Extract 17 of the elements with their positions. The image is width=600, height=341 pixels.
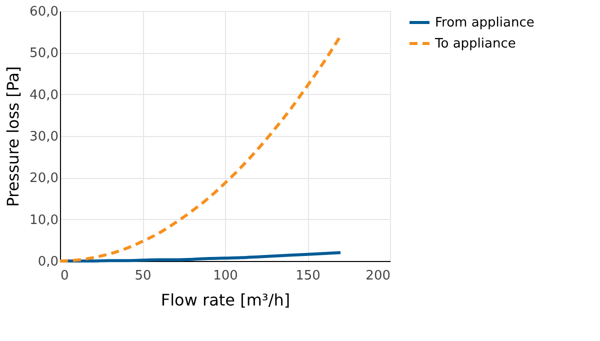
- y-tick-label: 0,0: [38, 254, 58, 270]
- x-tick-label: 50: [134, 268, 152, 284]
- line-series: [58, 34, 342, 262]
- x-tick-label: 100: [213, 268, 238, 284]
- y-tick-label: 10,0: [30, 212, 58, 228]
- y-tick-label: 60,0: [30, 4, 58, 20]
- x-tick-label: 150: [296, 268, 320, 284]
- y-axis-title: Pressure loss [Pa]: [4, 66, 23, 207]
- legend-label: To appliance: [434, 36, 516, 52]
- x-axis-title: Flow rate [m³/h]: [160, 290, 290, 310]
- x-tick-label: 200: [366, 268, 390, 284]
- legend-label: From appliance: [435, 16, 534, 30]
- y-tick-label: 20,0: [30, 171, 58, 186]
- x-tick-label: 0: [60, 268, 69, 284]
- y-tick-label: 50,0: [30, 46, 58, 62]
- y-tick-label: 40,0: [30, 88, 58, 103]
- y-tick-label: 30,0: [30, 130, 58, 144]
